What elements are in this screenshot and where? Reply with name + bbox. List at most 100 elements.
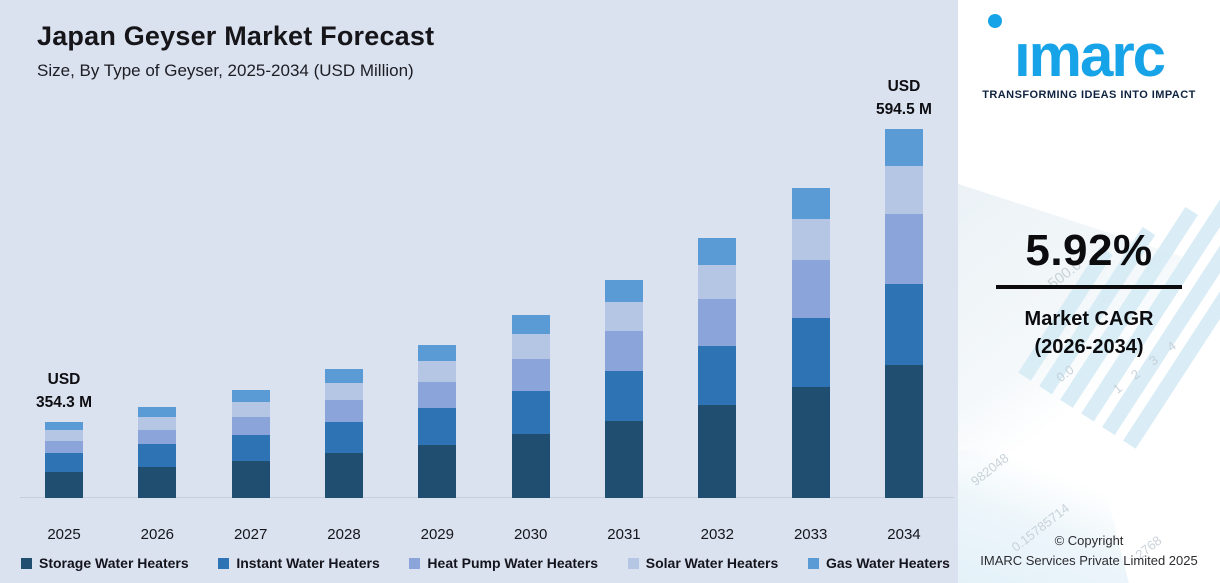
bar-column-2029 — [418, 345, 457, 498]
bar-stack-2031 — [604, 280, 643, 498]
bar-stack-2030 — [511, 315, 550, 498]
bar-segment-gas-water-heaters — [45, 422, 83, 431]
bar-value-label-2034: USD 594.5 M — [876, 75, 932, 122]
bar-stack-2028 — [324, 369, 363, 498]
bar-stack-2026 — [138, 407, 177, 498]
copyright: © Copyright IMARC Services Private Limit… — [958, 531, 1220, 571]
bar-value-label-line: USD — [47, 370, 81, 388]
bar-segment-storage-water-heaters — [604, 420, 643, 498]
cagr-callout: 5.92% Market CAGR (2026-2034) — [958, 226, 1220, 361]
chart-panel: Japan Geyser Market Forecast Size, By Ty… — [0, 0, 958, 583]
bar-segment-solar-water-heaters — [511, 334, 550, 359]
bar-column-2032 — [698, 238, 737, 498]
bar-segment-gas-water-heaters — [418, 345, 457, 362]
bar-segment-solar-water-heaters — [231, 401, 270, 417]
bar-segment-heat-pump-water-heaters — [45, 440, 83, 454]
x-axis-label-2026: 2026 — [140, 526, 175, 543]
legend-label: Solar Water Heaters — [645, 555, 779, 571]
legend-label: Gas Water Heaters — [825, 555, 950, 571]
bar-column-2031 — [604, 280, 643, 498]
x-axis-label-2032: 2032 — [700, 526, 734, 543]
x-axis-label-2031: 2031 — [607, 526, 641, 543]
bar-segment-solar-water-heaters — [791, 219, 830, 260]
bar-stack-2029 — [418, 345, 457, 498]
bar-segment-storage-water-heaters — [698, 405, 737, 498]
legend-label: Heat Pump Water Heaters — [427, 555, 599, 571]
bar-segment-gas-water-heaters — [884, 129, 923, 166]
bar-segment-instant-water-heaters — [418, 408, 457, 445]
bar-segment-solar-water-heaters — [324, 382, 363, 401]
bar-segment-gas-water-heaters — [511, 315, 550, 334]
cagr-label-line2: (2026-2034) — [1034, 336, 1144, 358]
bar-segment-instant-water-heaters — [884, 283, 923, 366]
bar-segment-storage-water-heaters — [884, 365, 923, 498]
legend-swatch-icon — [627, 557, 639, 569]
bar-segment-instant-water-heaters — [604, 370, 643, 421]
bar-stack-2025 — [45, 422, 83, 498]
bar-segment-storage-water-heaters — [418, 444, 457, 498]
sidebar: 500.0 0.0 1 2 3 4 982048 0.15785714 2768 ımar… — [958, 0, 1220, 583]
legend-label: Storage Water Heaters — [39, 555, 189, 571]
bar-column-2034: USD 594.5 M — [876, 78, 932, 498]
x-axis-label-2025: 2025 — [47, 526, 81, 543]
bar-chart: USD 354.3 M USD 594.5 M — [0, 78, 958, 498]
legend-swatch-icon — [409, 557, 421, 569]
copyright-line2: IMARC Services Private Limited 2025 — [980, 552, 1198, 568]
bar-value-label-line: 594.5 M — [875, 100, 932, 118]
cagr-divider — [996, 285, 1182, 289]
bar-segment-gas-water-heaters — [791, 188, 830, 220]
bar-segment-heat-pump-water-heaters — [604, 331, 643, 371]
bar-segment-heat-pump-water-heaters — [791, 259, 830, 318]
bar-segment-instant-water-heaters — [511, 390, 550, 434]
bar-segment-storage-water-heaters — [324, 453, 363, 498]
bar-column-2030 — [511, 315, 550, 498]
bar-segment-storage-water-heaters — [791, 386, 830, 498]
bar-segment-storage-water-heaters — [138, 466, 177, 498]
bar-segment-heat-pump-water-heaters — [698, 298, 737, 347]
copyright-line1: © Copyright — [1054, 532, 1124, 548]
legend-item-solar-water-heaters: Solar Water Heaters — [627, 555, 779, 571]
bar-segment-solar-water-heaters — [418, 361, 457, 382]
chart-title: Japan Geyser Market Forecast — [37, 21, 435, 51]
x-axis-line — [20, 497, 954, 498]
chart-legend: Storage Water Heaters Instant Water Heate… — [21, 555, 950, 571]
bar-segment-solar-water-heaters — [45, 430, 83, 441]
bar-column-2033 — [791, 188, 830, 498]
bar-column-2028 — [324, 369, 363, 498]
bar-segment-heat-pump-water-heaters — [231, 416, 270, 435]
legend-swatch-icon — [21, 557, 32, 569]
bar-segment-gas-water-heaters — [324, 369, 363, 383]
bar-stack-2027 — [231, 390, 270, 498]
bar-segment-heat-pump-water-heaters — [138, 429, 177, 445]
bar-value-label-2025: USD 354.3 M — [36, 368, 92, 415]
bar-segment-solar-water-heaters — [604, 302, 643, 332]
bar-segment-gas-water-heaters — [698, 238, 737, 265]
legend-item-instant-water-heaters: Instant Water Heaters — [218, 555, 380, 571]
cagr-label-line1: Market CAGR — [1024, 308, 1154, 330]
bar-stack-2034 — [884, 129, 923, 498]
legend-item-gas-water-heaters: Gas Water Heaters — [807, 555, 950, 571]
x-axis-labels: 2025 2026 2027 2028 2029 2030 2031 2032 2033 2034 — [0, 526, 958, 543]
bar-segment-storage-water-heaters — [231, 460, 270, 498]
imarc-tagline: TRANSFORMING IDEAS INTO IMPACT — [982, 89, 1196, 102]
bar-segment-solar-water-heaters — [698, 264, 737, 299]
bar-segment-solar-water-heaters — [138, 416, 177, 430]
bar-stack-2033 — [791, 188, 830, 498]
bar-segment-instant-water-heaters — [324, 422, 363, 454]
imarc-logo-dot-icon — [988, 14, 1002, 28]
x-axis-label-2029: 2029 — [420, 526, 454, 543]
legend-item-storage-water-heaters: Storage Water Heaters — [21, 555, 189, 571]
bar-segment-instant-water-heaters — [231, 434, 270, 461]
cagr-value: 5.92% — [1025, 226, 1153, 275]
bar-segment-instant-water-heaters — [698, 346, 737, 406]
x-axis-label-2028: 2028 — [327, 526, 361, 543]
imarc-logo-text: ımarc — [1013, 22, 1166, 89]
bar-segment-storage-water-heaters — [45, 472, 83, 498]
x-axis-label-2033: 2033 — [793, 526, 828, 543]
cagr-label: Market CAGR (2026-2034) — [958, 305, 1220, 361]
bar-segment-gas-water-heaters — [231, 390, 270, 402]
x-axis-label-2027: 2027 — [233, 526, 268, 543]
legend-swatch-icon — [807, 557, 819, 569]
legend-swatch-icon — [218, 557, 230, 569]
x-axis-label-2030: 2030 — [513, 526, 548, 543]
